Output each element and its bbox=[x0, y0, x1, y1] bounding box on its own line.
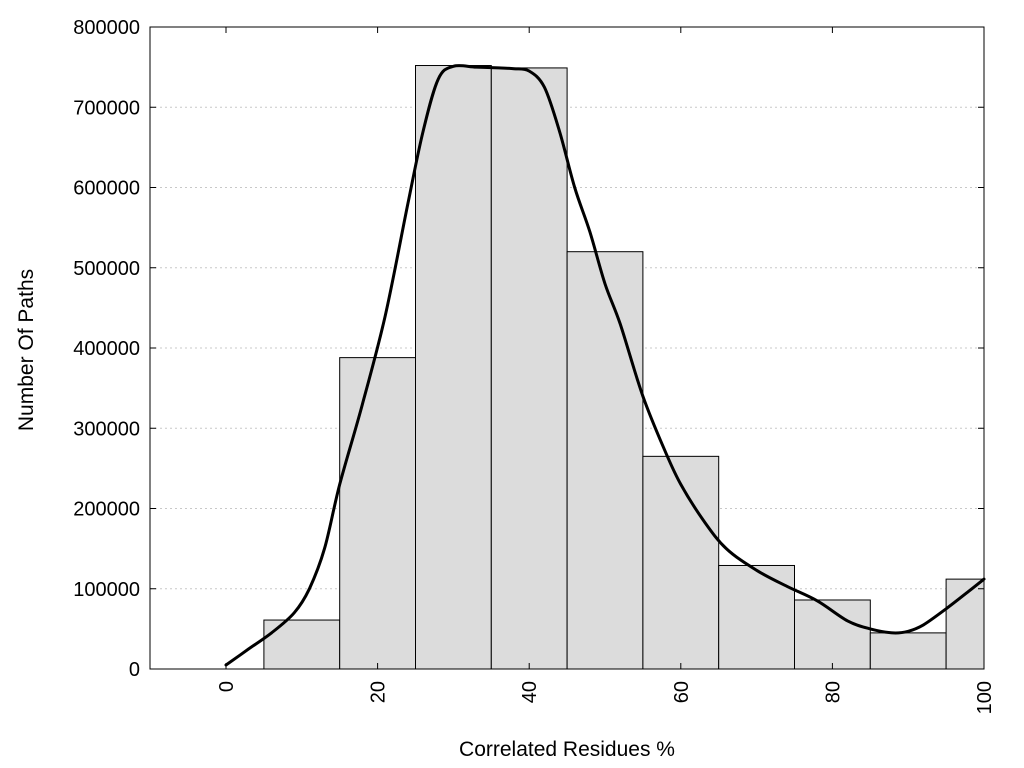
y-tick-label: 700000 bbox=[73, 97, 140, 119]
histogram-bar bbox=[566, 251, 644, 670]
y-tick-label: 300000 bbox=[73, 418, 140, 440]
density-curve bbox=[224, 64, 986, 667]
x-tick-label: 40 bbox=[519, 681, 541, 703]
histogram-bar bbox=[642, 455, 720, 670]
y-tick-label: 800000 bbox=[73, 17, 140, 39]
histogram-bar bbox=[718, 564, 796, 670]
x-tick-label: 20 bbox=[368, 681, 390, 703]
y-tick-labels: 0 100000 200000 300000 400000 500000 600000 700… bbox=[73, 17, 140, 681]
y-tick-label: 0 bbox=[129, 659, 140, 681]
x-tick-label: 60 bbox=[671, 681, 693, 703]
y-tick-label: 500000 bbox=[73, 258, 140, 280]
y-tick-label: 100000 bbox=[73, 579, 140, 601]
x-tick-label: 100 bbox=[974, 681, 996, 714]
x-tick-label: 0 bbox=[216, 681, 238, 692]
y-tick-label: 600000 bbox=[73, 178, 140, 200]
y-axis-label: Number Of Paths bbox=[15, 269, 38, 431]
bars bbox=[263, 65, 985, 670]
histogram-bar bbox=[869, 632, 947, 670]
y-tick-label: 400000 bbox=[73, 338, 140, 360]
histogram-bar bbox=[415, 65, 492, 670]
x-tick-label: 80 bbox=[822, 681, 844, 703]
x-tick-labels: 0 20 40 60 80 100 bbox=[216, 681, 996, 714]
histogram-bar bbox=[263, 619, 341, 670]
histogram-bar bbox=[490, 67, 568, 670]
histogram-bar bbox=[339, 357, 417, 670]
y-tick-label: 200000 bbox=[73, 499, 140, 521]
x-axis-label: Correlated Residues % bbox=[459, 738, 675, 761]
